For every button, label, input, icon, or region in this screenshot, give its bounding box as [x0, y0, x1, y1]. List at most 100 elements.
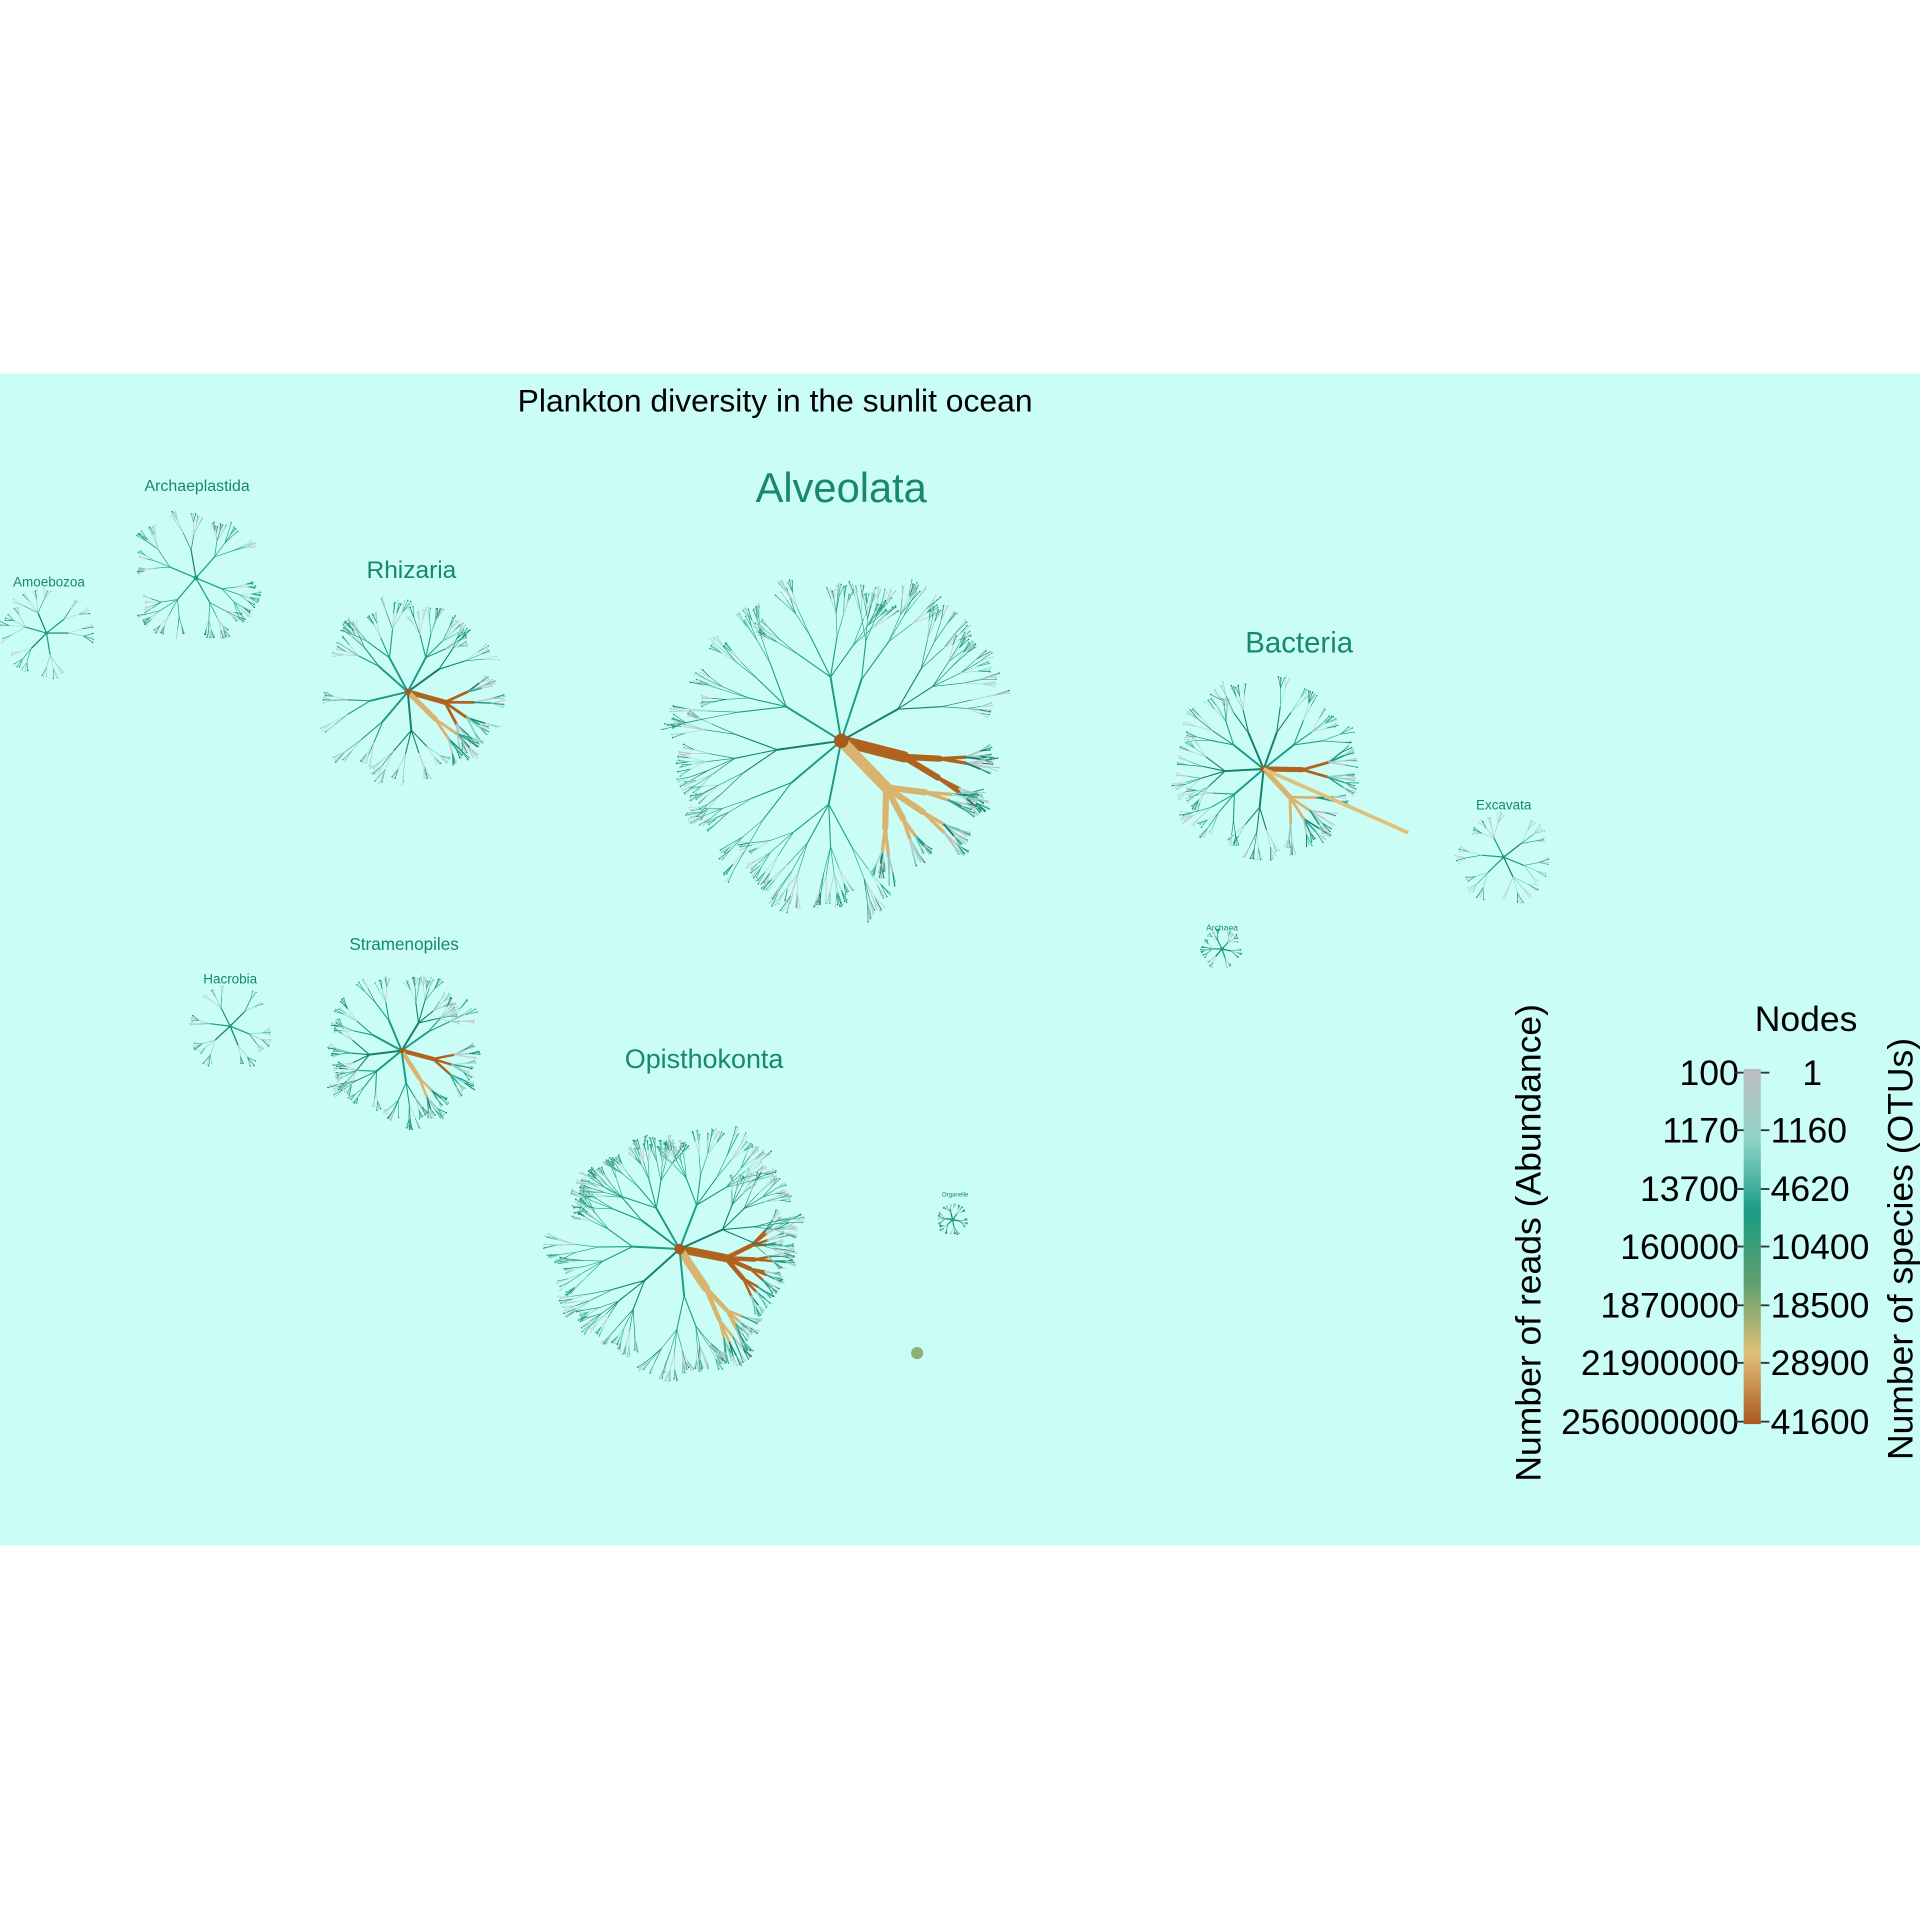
leaf	[333, 1010, 336, 1013]
leaf	[1192, 806, 1194, 808]
leaf	[890, 597, 893, 599]
branch	[789, 579, 793, 593]
leaf	[888, 891, 891, 894]
leaf	[962, 854, 965, 857]
branch	[333, 654, 344, 657]
branch	[1191, 799, 1200, 807]
leaf	[424, 1114, 426, 1116]
branch	[670, 710, 686, 712]
branch	[721, 849, 731, 861]
leaf	[783, 1233, 785, 1236]
leaf	[1182, 822, 1184, 825]
branch	[168, 599, 178, 617]
leaf	[1244, 855, 1246, 858]
branch	[698, 682, 710, 686]
leaf	[564, 1302, 567, 1305]
branch	[388, 628, 394, 659]
leaf	[378, 979, 380, 981]
branch	[977, 663, 990, 667]
branch	[491, 702, 505, 706]
branch	[1249, 831, 1258, 848]
leaf	[210, 1062, 213, 1065]
leaf	[699, 702, 702, 704]
branch	[837, 584, 840, 597]
leaf	[4, 619, 7, 621]
root-node	[193, 575, 199, 581]
branch	[53, 668, 57, 678]
branch	[699, 818, 711, 826]
branch	[378, 769, 386, 785]
branch	[722, 645, 737, 663]
leaf	[1198, 834, 1201, 837]
leaf	[21, 667, 23, 670]
leaf	[967, 638, 970, 641]
branch	[777, 642, 800, 656]
branch	[365, 754, 369, 764]
branch	[443, 690, 470, 704]
branch	[150, 610, 161, 620]
branch	[678, 760, 690, 763]
branch	[851, 846, 865, 879]
branch	[960, 665, 978, 674]
leaf	[680, 772, 682, 775]
leaf	[334, 1075, 336, 1077]
branch	[703, 807, 724, 817]
branch	[228, 522, 232, 532]
leaf	[439, 762, 442, 764]
branch	[751, 619, 762, 638]
leaf	[986, 716, 989, 718]
branch	[1326, 776, 1345, 789]
leaf	[930, 851, 933, 853]
branch	[412, 606, 415, 619]
leaf	[719, 1362, 722, 1364]
branch	[348, 644, 359, 657]
branch	[980, 710, 990, 712]
leaf	[440, 980, 443, 982]
leaf	[875, 602, 877, 605]
branch	[932, 606, 934, 620]
leaf	[836, 584, 838, 587]
leaf	[1275, 849, 1278, 852]
branch	[1199, 786, 1209, 803]
leaf	[795, 905, 798, 908]
branch	[836, 892, 842, 904]
branch	[977, 661, 989, 667]
leaf	[672, 713, 675, 716]
branch	[952, 635, 957, 646]
branch	[435, 609, 441, 620]
leaf	[775, 1292, 777, 1295]
leaf	[193, 1042, 196, 1044]
leaf	[403, 600, 406, 602]
leaf	[1214, 690, 1217, 692]
leaf	[1225, 966, 1228, 969]
branch	[960, 670, 979, 674]
leaf	[1354, 757, 1357, 760]
leaf	[445, 1112, 448, 1114]
branch	[1186, 777, 1202, 791]
leaf	[443, 992, 445, 994]
leaf	[894, 881, 897, 884]
leaf	[756, 876, 758, 879]
leaf	[342, 1088, 344, 1091]
leaf	[817, 899, 819, 901]
leaf	[673, 720, 676, 723]
leaf	[767, 890, 769, 892]
leaf	[1306, 689, 1309, 691]
branch	[768, 627, 781, 640]
leaf	[438, 763, 441, 766]
branch	[749, 1243, 768, 1248]
branch	[984, 766, 1000, 769]
branch	[425, 640, 443, 659]
leaf	[993, 685, 995, 688]
leaf	[860, 583, 862, 585]
branch	[1179, 812, 1194, 816]
branch	[1187, 795, 1196, 803]
leaf	[378, 783, 380, 785]
leaf	[957, 853, 959, 856]
branch	[914, 851, 919, 860]
branch	[699, 808, 708, 819]
branch	[443, 700, 459, 726]
leaf	[697, 679, 700, 681]
branch	[888, 614, 901, 642]
leaf	[194, 1048, 196, 1051]
